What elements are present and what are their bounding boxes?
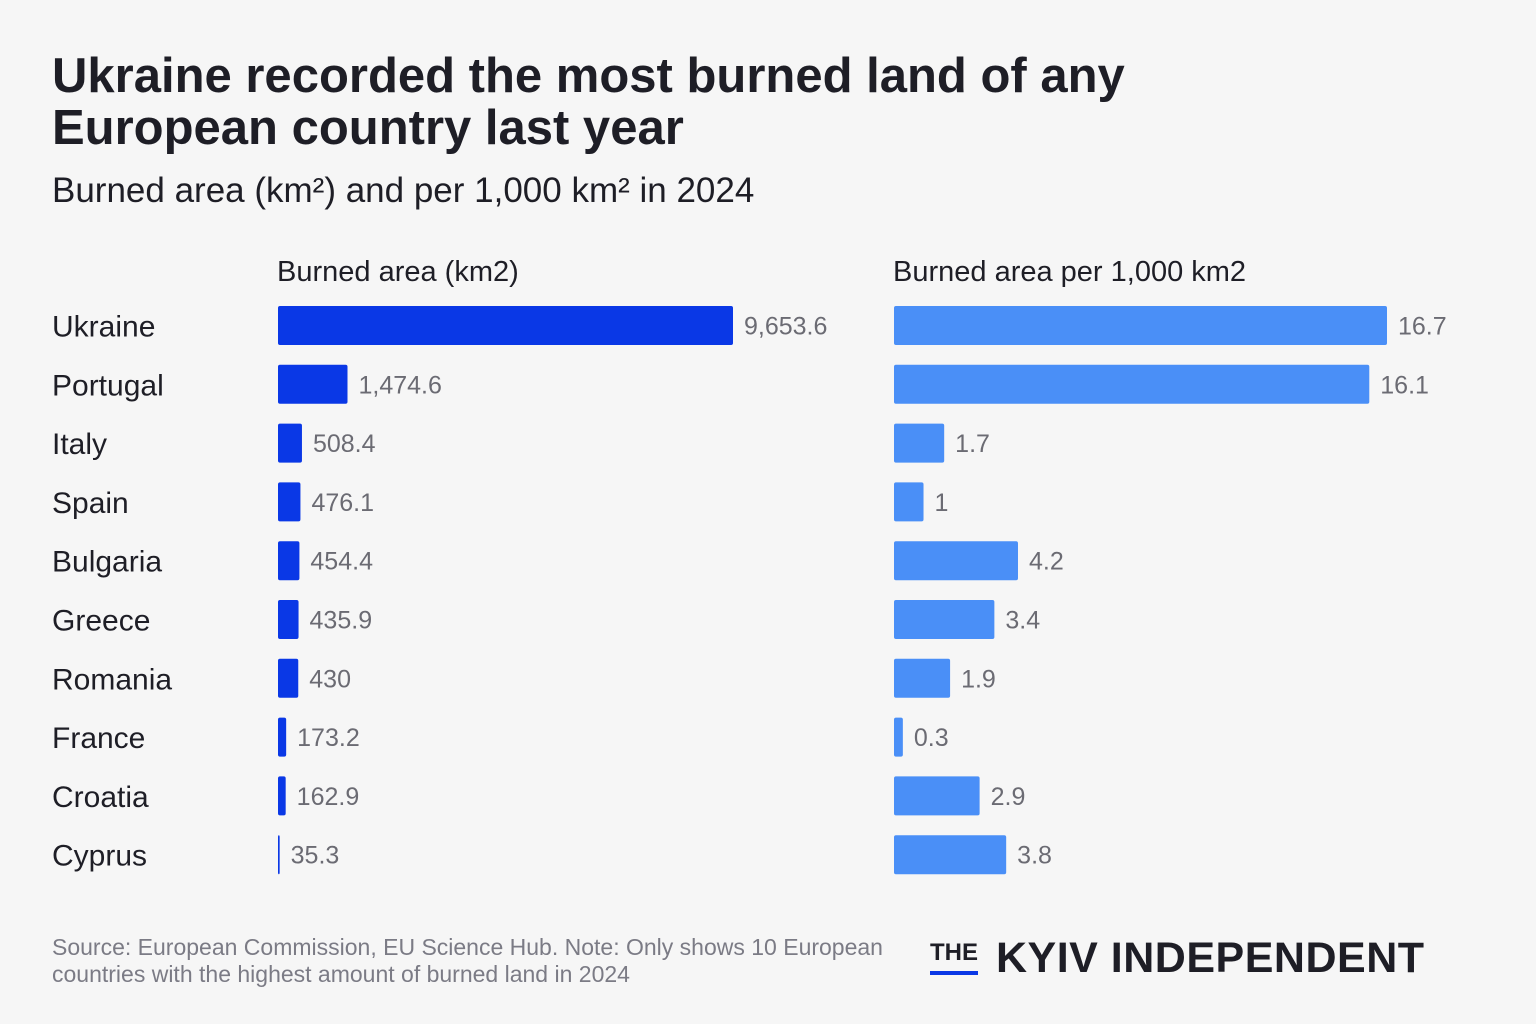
value-label-per-1000-cyprus: 3.8: [1017, 842, 1052, 870]
chart-subtitle: Burned area (km²) and per 1,000 km² in 2…: [52, 171, 755, 210]
value-label-burned-area-croatia: 162.9: [297, 783, 360, 811]
country-label-portugal: Portugal: [52, 369, 164, 402]
country-label-bulgaria: Bulgaria: [52, 546, 162, 579]
country-label-greece: Greece: [52, 605, 150, 638]
bar-per-1000-italy: [894, 423, 945, 463]
country-label-romania: Romania: [52, 663, 172, 696]
brand-name: KYIV INDEPENDENT: [996, 933, 1425, 982]
value-label-burned-area-spain: 476.1: [311, 489, 374, 517]
value-label-burned-area-greece: 435.9: [310, 607, 373, 635]
bar-burned-area-ukraine: [278, 306, 733, 345]
panel-title-burned-area: Burned area (km2): [277, 256, 519, 288]
value-label-per-1000-france: 0.3: [914, 724, 949, 752]
value-label-per-1000-croatia: 2.9: [991, 783, 1026, 811]
value-label-burned-area-france: 173.2: [297, 724, 360, 752]
value-label-burned-area-romania: 430: [309, 665, 351, 693]
value-label-burned-area-portugal: 1,474.6: [359, 371, 442, 399]
country-label-croatia: Croatia: [52, 781, 149, 814]
bar-burned-area-portugal: [278, 364, 348, 404]
bar-per-1000-ukraine: [894, 306, 1387, 345]
bar-per-1000-greece: [894, 600, 995, 639]
bar-burned-area-cyprus: [278, 835, 280, 875]
source-note: Source: European Commission, EU Science …: [52, 934, 883, 987]
value-label-per-1000-romania: 1.9: [961, 665, 996, 693]
bar-per-1000-cyprus: [894, 835, 1007, 875]
country-label-cyprus: Cyprus: [52, 840, 147, 873]
value-label-per-1000-portugal: 16.1: [1380, 371, 1429, 399]
bar-burned-area-italy: [278, 423, 302, 463]
value-label-per-1000-italy: 1.7: [955, 430, 990, 458]
country-label-ukraine: Ukraine: [52, 311, 155, 344]
bar-burned-area-croatia: [278, 776, 286, 816]
value-label-burned-area-cyprus: 35.3: [291, 842, 340, 870]
country-label-italy: Italy: [52, 428, 107, 461]
bar-burned-area-spain: [278, 482, 301, 522]
bar-burned-area-bulgaria: [278, 541, 300, 581]
bar-burned-area-france: [278, 717, 287, 757]
panel-title-burned-area-per-1000: Burned area per 1,000 km2: [893, 256, 1247, 288]
value-label-per-1000-bulgaria: 4.2: [1029, 548, 1064, 576]
country-label-spain: Spain: [52, 487, 129, 520]
value-label-per-1000-spain: 1: [935, 489, 949, 517]
value-label-burned-area-ukraine: 9,653.6: [744, 313, 827, 341]
country-label-france: France: [52, 722, 145, 755]
value-label-per-1000-ukraine: 16.7: [1398, 313, 1447, 341]
bar-per-1000-romania: [894, 658, 951, 698]
chart-title: Ukraine recorded the most burned land of…: [52, 49, 1125, 155]
bar-per-1000-portugal: [894, 364, 1370, 404]
bar-per-1000-croatia: [894, 776, 980, 816]
brand-the: THE: [930, 939, 978, 977]
bar-per-1000-france: [894, 717, 903, 757]
value-label-per-1000-greece: 3.4: [1005, 607, 1040, 635]
value-label-burned-area-bulgaria: 454.4: [310, 548, 373, 576]
value-label-burned-area-italy: 508.4: [313, 430, 376, 458]
brand-logo: THE KYIV INDEPENDENT: [930, 928, 1425, 988]
bar-burned-area-greece: [278, 600, 299, 639]
bar-per-1000-bulgaria: [894, 541, 1018, 581]
bar-burned-area-romania: [278, 658, 299, 698]
bar-per-1000-spain: [894, 482, 924, 522]
